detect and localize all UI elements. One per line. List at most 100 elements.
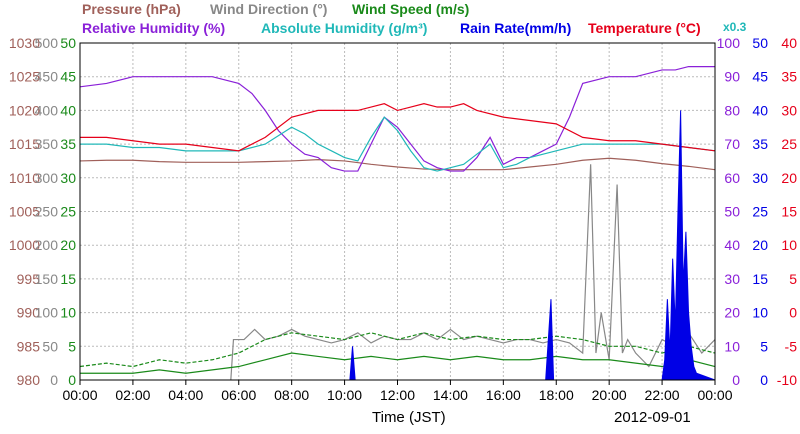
humidity-tick-label: 30 bbox=[724, 271, 740, 287]
x-tick-label: 04:00 bbox=[168, 387, 203, 403]
temperature-tick-label: -10 bbox=[777, 372, 797, 388]
x-tick-label: 06:00 bbox=[221, 387, 256, 403]
temperature-tick-label: 20 bbox=[781, 170, 797, 186]
x-tick-label: 18:00 bbox=[539, 387, 574, 403]
wind-speed-tick-label: 25 bbox=[60, 204, 76, 220]
wind-direction-tick-label: 200 bbox=[35, 237, 59, 253]
humidity-tick-label: 10 bbox=[724, 338, 740, 354]
wind-speed-tick-label: 15 bbox=[60, 271, 76, 287]
series-relative-humidity bbox=[79, 65, 715, 172]
legend-rain-rate: Rain Rate(mm/h) bbox=[460, 20, 571, 36]
wind-direction-tick-label: 300 bbox=[35, 170, 59, 186]
x-tick-label: 12:00 bbox=[380, 387, 415, 403]
pressure-tick-label: 980 bbox=[17, 372, 41, 388]
legend-absolute-humidity: Absolute Humidity (g/m³) bbox=[261, 20, 427, 36]
temperature-tick-label: 35 bbox=[781, 69, 797, 85]
wind-speed-tick-label: 20 bbox=[60, 237, 76, 253]
temperature-tick-label: 15 bbox=[781, 204, 797, 220]
x-tick-label: 20:00 bbox=[592, 387, 627, 403]
temperature-tick-label: 10 bbox=[781, 237, 797, 253]
x-tick-label: 08:00 bbox=[274, 387, 309, 403]
wind-direction-tick-label: 400 bbox=[35, 102, 59, 118]
series-temperature-c bbox=[80, 103, 716, 152]
legend-relative-humidity: Relative Humidity (%) bbox=[82, 20, 225, 36]
wind-speed-tick-label: 30 bbox=[60, 170, 76, 186]
series-wind-direction bbox=[230, 164, 716, 381]
legend: Pressure (hPa) Wind Direction (°) Wind S… bbox=[82, 1, 747, 36]
rain-tick-label: 15 bbox=[752, 271, 768, 287]
humidity-tick-label: 70 bbox=[724, 136, 740, 152]
x-tick-label: 10:00 bbox=[327, 387, 362, 403]
wind-direction-tick-label: 450 bbox=[35, 69, 59, 85]
rain-tick-label: 25 bbox=[752, 204, 768, 220]
rain-tick-label: 30 bbox=[752, 170, 768, 186]
x-tick-label: 02:00 bbox=[115, 387, 150, 403]
temperature-tick-label: 40 bbox=[781, 35, 797, 51]
x-tick-label: 00:00 bbox=[697, 387, 732, 403]
humidity-tick-label: 80 bbox=[724, 102, 740, 118]
x-axis-label: Time (JST) bbox=[372, 409, 446, 426]
pressure-tick-label: 995 bbox=[17, 271, 41, 287]
wind-speed-tick-label: 5 bbox=[68, 338, 76, 354]
plot-frame bbox=[79, 42, 716, 381]
temperature-tick-label: 25 bbox=[781, 136, 797, 152]
temperature-tick-label: 5 bbox=[789, 271, 797, 287]
pressure-tick-label: 990 bbox=[17, 305, 41, 321]
humidity-tick-label: 20 bbox=[724, 305, 740, 321]
wind-direction-tick-label: 250 bbox=[35, 204, 59, 220]
rain-tick-label: 5 bbox=[760, 338, 768, 354]
series-wind-speed-m-s bbox=[80, 352, 716, 374]
x-tick-label: 14:00 bbox=[433, 387, 468, 403]
rain-tick-label: 0 bbox=[760, 372, 768, 388]
rain-tick-label: 35 bbox=[752, 136, 768, 152]
wind-direction-tick-label: 350 bbox=[35, 136, 59, 152]
humidity-tick-label: 40 bbox=[724, 237, 740, 253]
humidity-tick-label: 90 bbox=[724, 69, 740, 85]
humidity-tick-label: 60 bbox=[724, 170, 740, 186]
humidity-tick-label: 0 bbox=[732, 372, 740, 388]
chart-date: 2012-09-01 bbox=[614, 409, 691, 426]
pressure-tick-label: 1000 bbox=[9, 237, 40, 253]
temperature-tick-label: -5 bbox=[785, 338, 798, 354]
x-tick-label: 16:00 bbox=[486, 387, 521, 403]
rain-tick-label: 40 bbox=[752, 102, 768, 118]
wind-speed-tick-label: 40 bbox=[60, 102, 76, 118]
wind-speed-tick-label: 0 bbox=[68, 372, 76, 388]
rain-tick-label: 10 bbox=[752, 305, 768, 321]
x-tick-label: 22:00 bbox=[645, 387, 680, 403]
pressure-tick-label: 1010 bbox=[9, 170, 40, 186]
legend-wind-direction: Wind Direction (°) bbox=[210, 1, 327, 17]
series-wind-speed-gust-m-s bbox=[79, 332, 716, 368]
x-tick-label: 00:00 bbox=[62, 387, 97, 403]
pressure-tick-label: 1030 bbox=[9, 35, 40, 51]
pressure-tick-label: 1025 bbox=[9, 69, 40, 85]
temperature-tick-label: 30 bbox=[781, 102, 797, 118]
wind-direction-tick-label: 50 bbox=[42, 338, 58, 354]
pressure-tick-label: 985 bbox=[17, 338, 41, 354]
wind-direction-tick-label: 500 bbox=[35, 35, 59, 51]
wind-direction-tick-label: 0 bbox=[50, 372, 58, 388]
axes: 9809859909951000100510101015102010251030… bbox=[9, 35, 797, 403]
wind-direction-tick-label: 100 bbox=[35, 305, 59, 321]
temperature-tick-label: 0 bbox=[789, 305, 797, 321]
rain-tick-label: 45 bbox=[752, 69, 768, 85]
legend-temperature: Temperature (°C) bbox=[588, 20, 701, 36]
wind-direction-tick-label: 150 bbox=[35, 271, 59, 287]
pressure-tick-label: 1020 bbox=[9, 102, 40, 118]
wind-speed-tick-label: 45 bbox=[60, 69, 76, 85]
rain-tick-label: 20 bbox=[752, 237, 768, 253]
humidity-tick-label: 50 bbox=[724, 204, 740, 220]
legend-rain-scale-note: x0.3 bbox=[723, 20, 747, 34]
legend-pressure: Pressure (hPa) bbox=[82, 1, 181, 17]
humidity-tick-label: 100 bbox=[717, 35, 741, 51]
series-absolute-humidity-g-m bbox=[80, 116, 716, 172]
pressure-tick-label: 1005 bbox=[9, 204, 40, 220]
pressure-tick-label: 1015 bbox=[9, 136, 40, 152]
wind-speed-tick-label: 50 bbox=[60, 35, 76, 51]
rain-tick-label: 50 bbox=[752, 35, 768, 51]
series-pressure-hpa bbox=[79, 157, 716, 171]
wind-speed-tick-label: 35 bbox=[60, 136, 76, 152]
legend-wind-speed: Wind Speed (m/s) bbox=[352, 1, 469, 17]
grid bbox=[80, 43, 715, 380]
